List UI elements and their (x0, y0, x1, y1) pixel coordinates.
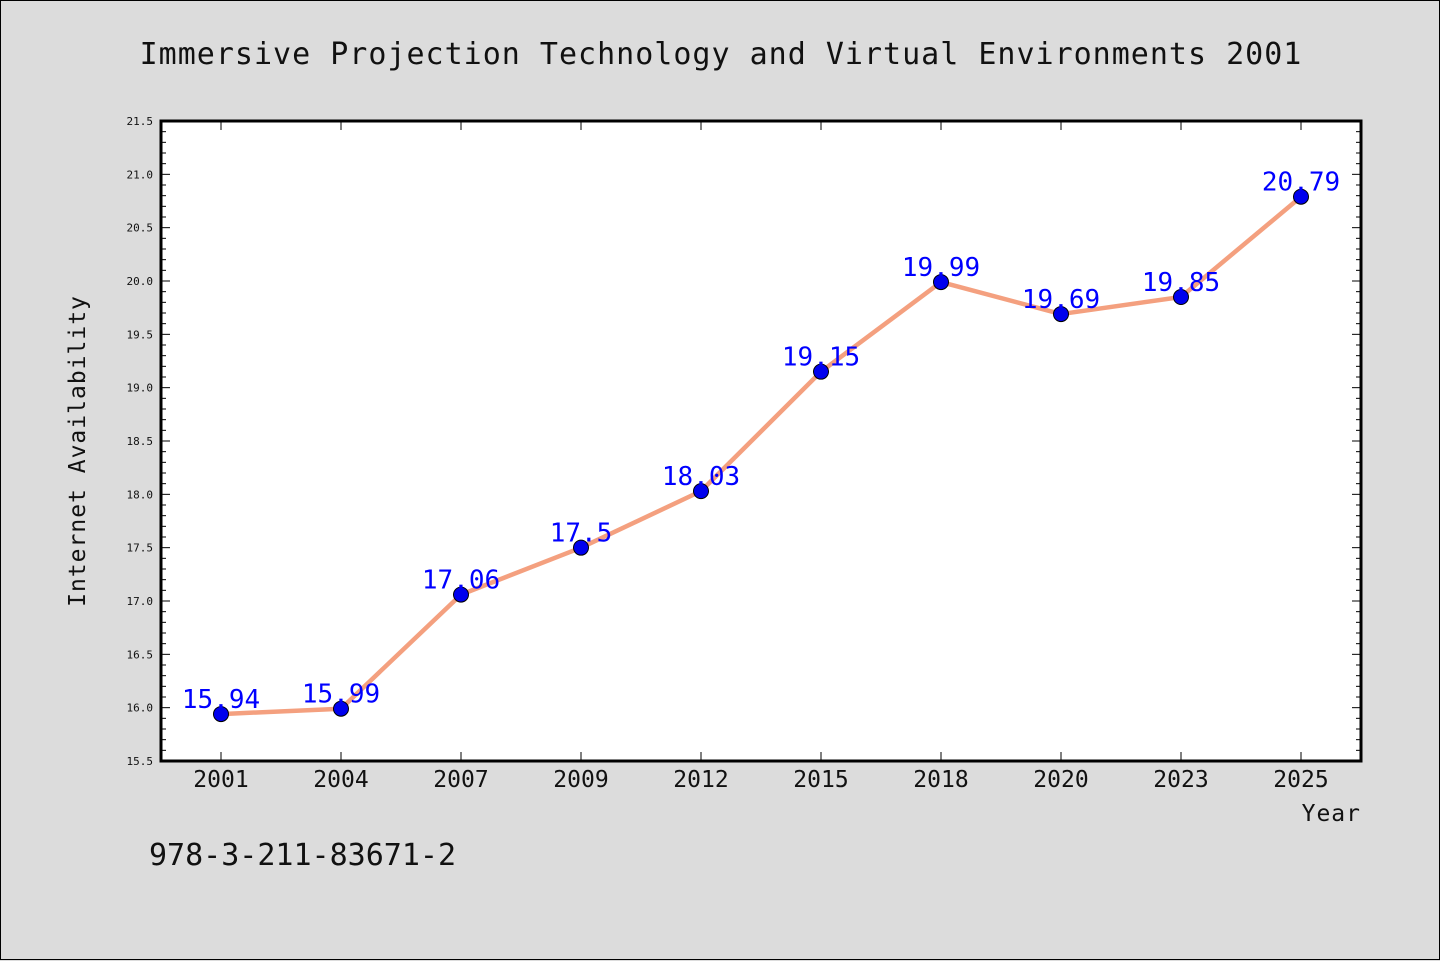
data-label: 15.94 (182, 685, 260, 715)
y-tick-label: 20.0 (127, 275, 154, 288)
data-label: 17.06 (422, 566, 500, 596)
data-point (933, 274, 949, 291)
x-axis-label: Year (1302, 801, 1361, 827)
y-tick-label: 20.5 (127, 222, 154, 235)
x-tick-label: 2020 (1033, 767, 1088, 793)
data-label: 19.15 (782, 343, 860, 373)
y-tick-label: 18.0 (127, 488, 154, 501)
data-label: 17.5 (550, 519, 613, 549)
data-point (213, 706, 229, 723)
x-tick-label: 2018 (913, 767, 968, 793)
x-tick-label: 2004 (313, 767, 368, 793)
data-point (693, 483, 709, 500)
x-tick-label: 2012 (673, 767, 728, 793)
data-point (573, 539, 589, 556)
plot-area (159, 119, 1363, 763)
data-label: 19.85 (1142, 268, 1220, 298)
y-tick-label: 18.5 (127, 435, 154, 448)
y-tick-label: 21.5 (127, 115, 154, 128)
data-labels: 15.94 15.99 17.06 17.5 18.03 19.15 19.99 19.69 1… (182, 168, 1340, 715)
x-tick-label: 2025 (1273, 767, 1328, 793)
y-tick-label: 16.5 (127, 648, 154, 661)
y-tick-label: 19.0 (127, 382, 154, 395)
data-point (333, 700, 349, 717)
y-axis: 15.5 16.0 16.5 17.0 17.5 18.0 18.5 19.0 19.5 20.0… (127, 115, 1361, 768)
data-label: 18.03 (662, 462, 740, 492)
x-tick-label: 2023 (1153, 767, 1208, 793)
x-tick-label: 2001 (193, 767, 248, 793)
data-point (1173, 289, 1189, 305)
data-label: 19.99 (902, 253, 980, 283)
chart-title: Immersive Projection Technology and Virt… (140, 37, 1303, 72)
y-tick-label: 17.0 (127, 595, 154, 608)
data-label: 20.79 (1262, 168, 1340, 198)
x-tick-label: 2007 (433, 767, 488, 793)
data-point (1293, 188, 1309, 205)
data-label: 19.69 (1022, 285, 1100, 315)
footnote-isbn: 978-3-211-83671-2 (149, 838, 456, 873)
data-point (453, 586, 469, 603)
y-axis-label: Internet Availability (65, 295, 91, 607)
y-tick-label: 17.5 (127, 542, 154, 555)
y-tick-label: 21.0 (127, 168, 154, 181)
x-tick-label: 2009 (553, 767, 608, 793)
y-tick-label: 19.5 (127, 328, 154, 341)
series-line (218, 194, 1304, 717)
data-point (1053, 306, 1069, 323)
data-label: 15.99 (302, 680, 380, 710)
y-tick-label: 16.0 (127, 702, 154, 715)
x-tick-label: 2015 (793, 767, 848, 793)
series-markers (213, 188, 1309, 723)
data-point (813, 363, 829, 380)
x-axis: 2001 2004 2007 2009 2012 2015 2018 2020 2023 2025 (193, 121, 1329, 793)
y-tick-label: 15.5 (127, 755, 154, 768)
